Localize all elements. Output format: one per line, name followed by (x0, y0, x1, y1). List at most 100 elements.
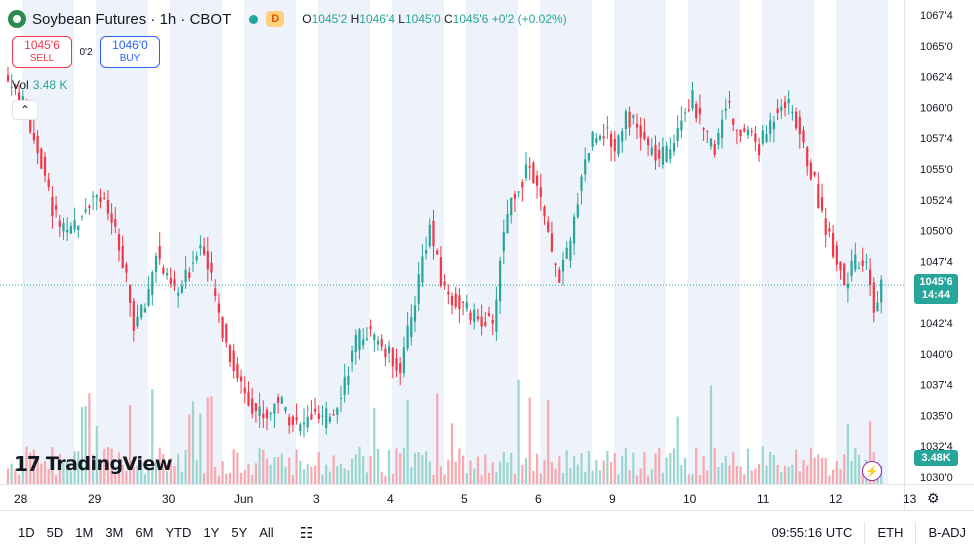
gear-icon[interactable]: ⚙ (927, 490, 940, 506)
candle-body (417, 274, 420, 304)
range-button-all[interactable]: All (259, 525, 274, 540)
range-button-5y[interactable]: 5Y (231, 525, 248, 540)
candle-body (399, 363, 402, 374)
volume-bar (80, 407, 84, 484)
candle-body (339, 397, 343, 399)
volume-bar (373, 407, 376, 484)
candle-body (521, 182, 524, 188)
candle-body (650, 147, 653, 155)
volume-bar (351, 458, 354, 484)
volume-bar (573, 456, 576, 484)
candle-body (95, 195, 98, 198)
time-axis-label: 28 (14, 492, 28, 506)
candle-body (388, 346, 391, 354)
utc-clock[interactable]: 09:55:16 UTC (771, 525, 853, 540)
buy-price: 1046'0 (112, 38, 148, 52)
candle-body (480, 316, 483, 327)
candle-body (454, 293, 457, 307)
candle-body (680, 120, 683, 131)
volume-bar (724, 455, 727, 484)
range-button-1d[interactable]: 1D (18, 525, 35, 540)
market-status-pill[interactable]: D (243, 9, 291, 29)
candle-body (724, 108, 727, 111)
candle-body (721, 119, 724, 139)
candle-body (510, 197, 513, 216)
candle-body (47, 179, 50, 188)
buy-button[interactable]: 1046'0 BUY (100, 36, 160, 68)
tradingview-mark-icon: 17 (14, 452, 41, 476)
candle-body (536, 175, 539, 186)
range-button-1m[interactable]: 1M (75, 525, 94, 540)
sell-button[interactable]: 1045'6 SELL (12, 36, 72, 68)
price-axis-label: 1035'0 (920, 410, 953, 422)
volume-bar (236, 452, 239, 484)
candle-body (809, 162, 812, 180)
calendar-goto-icon[interactable]: ☷ (299, 524, 314, 542)
candle-body (524, 164, 528, 178)
candle-body (265, 409, 269, 419)
volume-bar (18, 474, 21, 484)
session-toggle[interactable]: ETH (877, 525, 904, 540)
candle-body (787, 98, 790, 104)
symbol-title[interactable]: Soybean Futures · 1h · CBOT (32, 10, 232, 28)
volume-bar (140, 461, 143, 484)
price-axis-label: 1047'4 (920, 256, 953, 268)
volume-legend[interactable]: Vol 3.48 K (12, 78, 67, 92)
volume-bar (25, 446, 28, 484)
price-chart[interactable]: 1067'41065'01062'41060'01057'41055'01052… (0, 0, 974, 510)
volume-bar (99, 464, 102, 484)
volume-bar (735, 466, 738, 484)
volume-bar (587, 451, 590, 484)
volume-bar (69, 471, 72, 484)
candle-body (832, 232, 835, 257)
candle-body (88, 205, 91, 208)
volume-bar (621, 456, 624, 484)
candle-body (280, 397, 283, 404)
candle-body (43, 156, 47, 176)
candle-body (428, 224, 431, 247)
collapse-legend-button[interactable]: ⌃ (12, 100, 38, 120)
volume-bar (247, 464, 250, 484)
volume-bar (576, 464, 579, 484)
price-axis-label: 1042'4 (920, 318, 953, 330)
candle-body (739, 129, 742, 137)
range-button-6m[interactable]: 6M (135, 525, 154, 540)
candle-body (465, 302, 468, 309)
date-range-group: 1D 5D 1M 3M 6M YTD 1Y 5Y All (0, 521, 280, 545)
volume-bar (277, 456, 280, 484)
candle-body (143, 308, 146, 313)
volume-bar (299, 460, 302, 484)
volume-bar (384, 475, 387, 484)
candle-body (635, 123, 639, 128)
price-axis-label: 1057'4 (920, 133, 953, 145)
volume-bar (84, 406, 87, 484)
volume-bar (51, 446, 54, 484)
volume-bar (654, 453, 657, 484)
volume-bar (254, 463, 257, 484)
candle-body (580, 176, 583, 191)
range-button-5d[interactable]: 5D (46, 525, 64, 540)
candle-body (558, 269, 561, 283)
volume-bar (280, 453, 283, 484)
candle-body (106, 199, 109, 214)
volume-bar (199, 413, 202, 484)
candle-body (732, 118, 735, 125)
range-button-ytd[interactable]: YTD (165, 525, 192, 540)
candle-body (624, 111, 627, 130)
volume-bar (40, 463, 43, 484)
lightning-icon[interactable]: ⚡ (862, 461, 882, 481)
close-value: 1045'6 (452, 12, 489, 26)
volume-bar (166, 471, 169, 484)
candle-body (569, 240, 572, 261)
tradingview-logo[interactable]: 17 TradingView (14, 452, 172, 476)
range-button-1y[interactable]: 1Y (203, 525, 220, 540)
candle-body (543, 206, 546, 217)
range-button-3m[interactable]: 3M (105, 525, 124, 540)
chart-area[interactable]: 1067'4 1065'0 1062'4 1060'0 1057'4 1055'0 1052… (0, 0, 974, 510)
adjustment-toggle[interactable]: B-ADJ (928, 525, 966, 540)
time-axis-label: 10 (683, 492, 697, 506)
candle-body (62, 222, 65, 232)
volume-bar (36, 456, 39, 484)
volume-bar (177, 453, 180, 484)
candle-body (55, 205, 58, 210)
